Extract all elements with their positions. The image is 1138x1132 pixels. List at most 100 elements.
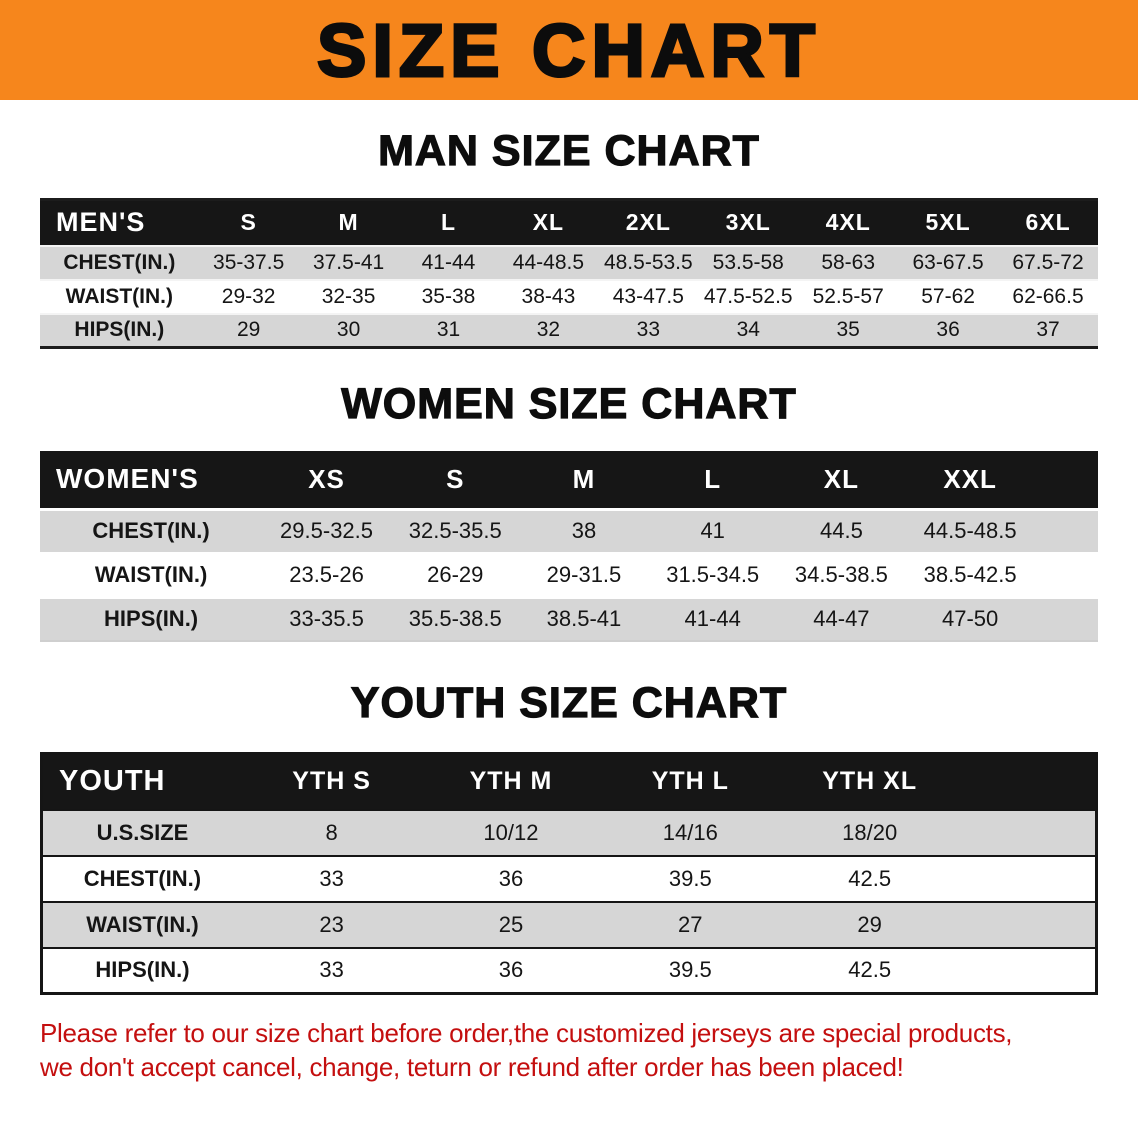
size-header-cell: M <box>519 451 649 509</box>
filler-cell <box>1035 597 1098 641</box>
filler-cell <box>959 948 1096 994</box>
table-row: HIPS(IN.) 33-35.5 35.5-38.5 38.5-41 41-44 44-… <box>40 597 1098 641</box>
value-cell: 29 <box>236 318 261 342</box>
value-cell: 18/20 <box>842 819 898 845</box>
value-cell: 29 <box>857 911 882 937</box>
value-cell: 10/12 <box>483 819 539 845</box>
value-cell: 44.5-48.5 <box>923 518 1017 543</box>
value-cell: 39.5 <box>668 865 712 891</box>
value-cell: 37.5-41 <box>312 250 385 274</box>
value-cell: 39.5 <box>668 957 712 983</box>
value-cell: 42.5 <box>848 865 892 891</box>
value-cell: 58-63 <box>821 250 876 274</box>
value-cell: 33 <box>636 318 661 342</box>
table-corner-label: YOUTH <box>41 753 242 810</box>
value-cell: 31 <box>436 318 461 342</box>
women-size-table: WOMEN'S XS S M L XL XXL CHEST(IN.) 29.5-32.5 32.5… <box>40 451 1098 642</box>
value-cell: 36 <box>498 865 524 891</box>
filler-cell <box>959 753 1097 810</box>
value-cell: 26-29 <box>427 562 484 587</box>
value-cell: 36 <box>498 957 524 983</box>
women-section-heading: WOMEN SIZE CHART <box>341 379 797 428</box>
value-cell: 33 <box>319 957 344 983</box>
table-corner-label: WOMEN'S <box>40 451 263 509</box>
value-cell: 23 <box>319 911 344 937</box>
size-header-cell: S <box>198 199 299 246</box>
value-cell: 38 <box>571 518 597 543</box>
table-row: WAIST(IN.) 29-32 32-35 35-38 38-43 43-47.5 47.… <box>40 279 1098 314</box>
filler-cell <box>959 902 1096 948</box>
notice-line-2: we don't accept cancel, change, teturn o… <box>40 1051 904 1082</box>
row-label-cell: CHEST(IN.) <box>83 865 202 891</box>
size-header-cell: 3XL <box>698 199 799 246</box>
filler-cell <box>1035 553 1098 597</box>
size-header-cell: XS <box>262 451 391 509</box>
row-label-cell: WAIST(IN.) <box>65 284 173 308</box>
table-row: HIPS(IN.) 29 30 31 32 33 34 35 36 37 <box>40 313 1098 348</box>
table-header-row: YOUTH YTH S YTH M YTH L YTH XL <box>41 753 1097 810</box>
table-row: CHEST(IN.) 33 36 39.5 42.5 <box>41 855 1097 902</box>
value-cell: 43-47.5 <box>612 284 684 308</box>
table-row: WAIST(IN.) 23.5-26 26-29 29-31.5 31.5-34.5 34… <box>40 553 1098 597</box>
table-corner-label: MEN'S <box>40 199 199 246</box>
size-header-cell: XL <box>498 199 599 246</box>
value-cell: 31.5-34.5 <box>666 562 760 587</box>
size-header-cell: M <box>298 199 399 246</box>
value-cell: 52.5-57 <box>812 284 884 308</box>
row-label-cell: U.S.SIZE <box>96 819 189 845</box>
size-header-cell: YTH M <box>421 753 601 810</box>
value-cell: 33-35.5 <box>289 606 364 632</box>
value-cell: 14/16 <box>662 819 718 845</box>
row-label-cell: CHEST(IN.) <box>92 518 210 543</box>
value-cell: 23.5-26 <box>289 562 364 587</box>
value-cell: 47.5-52.5 <box>703 284 793 308</box>
size-header-cell: YTH XL <box>779 753 960 810</box>
size-chart-page: SIZE CHART MAN SIZE CHART MEN'S S M L XL 2XL 3… <box>0 0 1138 1085</box>
table-row: HIPS(IN.) 33 36 39.5 42.5 <box>41 947 1097 994</box>
value-cell: 35 <box>836 318 860 342</box>
youth-size-table: YOUTH YTH S YTH M YTH L YTH XL U.S.SIZE 8 10/12… <box>40 752 1098 995</box>
value-cell: 32.5-35.5 <box>408 518 502 543</box>
men-section-heading: MAN SIZE CHART <box>377 126 760 175</box>
size-header-cell: XL <box>777 451 906 509</box>
value-cell: 32-35 <box>321 284 376 308</box>
value-cell: 53.5-58 <box>712 250 784 274</box>
value-cell: 25 <box>498 911 524 937</box>
value-cell: 35-38 <box>421 284 476 308</box>
value-cell: 62-66.5 <box>1012 284 1084 308</box>
value-cell: 36 <box>936 318 960 342</box>
youth-size-section: YOUTH SIZE CHART YOUTH YTH S YTH M YTH L YTH… <box>0 678 1138 995</box>
value-cell: 67.5-72 <box>1012 250 1084 274</box>
value-cell: 48.5-53.5 <box>603 250 693 274</box>
table-row: CHEST(IN.) 35-37.5 37.5-41 41-44 44-48.5 48.5… <box>40 245 1098 280</box>
value-cell: 44-47 <box>813 606 870 632</box>
value-cell: 41-44 <box>684 606 741 632</box>
youth-section-heading: YOUTH SIZE CHART <box>350 678 788 727</box>
filler-cell <box>1034 451 1098 509</box>
filler-cell <box>1035 509 1098 553</box>
title-banner: SIZE CHART <box>0 0 1138 100</box>
value-cell: 41 <box>700 518 725 543</box>
size-header-cell: 5XL <box>898 199 999 246</box>
value-cell: 32 <box>536 318 561 342</box>
value-cell: 42.5 <box>848 957 892 983</box>
table-row: CHEST(IN.) 29.5-32.5 32.5-35.5 38 41 44.5 44.5… <box>40 509 1098 553</box>
filler-cell <box>959 810 1096 856</box>
size-header-cell: L <box>648 451 778 509</box>
table-row: WAIST(IN.) 23 25 27 29 <box>41 901 1097 948</box>
table-header-row: WOMEN'S XS S M L XL XXL <box>40 451 1098 509</box>
size-header-cell: 4XL <box>798 199 899 246</box>
notice-line-1: Please refer to our size chart before or… <box>40 1018 1013 1048</box>
filler-cell <box>959 856 1096 902</box>
footer-notice: Please refer to our size chart before or… <box>40 1017 1098 1085</box>
table-header-row: MEN'S S M L XL 2XL 3XL 4XL 5XL 6XL <box>40 199 1098 246</box>
table-row: U.S.SIZE 8 10/12 14/16 18/20 <box>41 809 1097 856</box>
value-cell: 34.5-38.5 <box>794 562 888 587</box>
value-cell: 29-32 <box>221 284 276 308</box>
row-label-cell: WAIST(IN.) <box>94 562 208 587</box>
value-cell: 29-31.5 <box>546 562 622 587</box>
value-cell: 57-62 <box>921 284 975 308</box>
row-label-cell: HIPS(IN.) <box>95 957 190 983</box>
value-cell: 35-37.5 <box>213 250 285 274</box>
row-label-cell: WAIST(IN.) <box>86 911 199 937</box>
